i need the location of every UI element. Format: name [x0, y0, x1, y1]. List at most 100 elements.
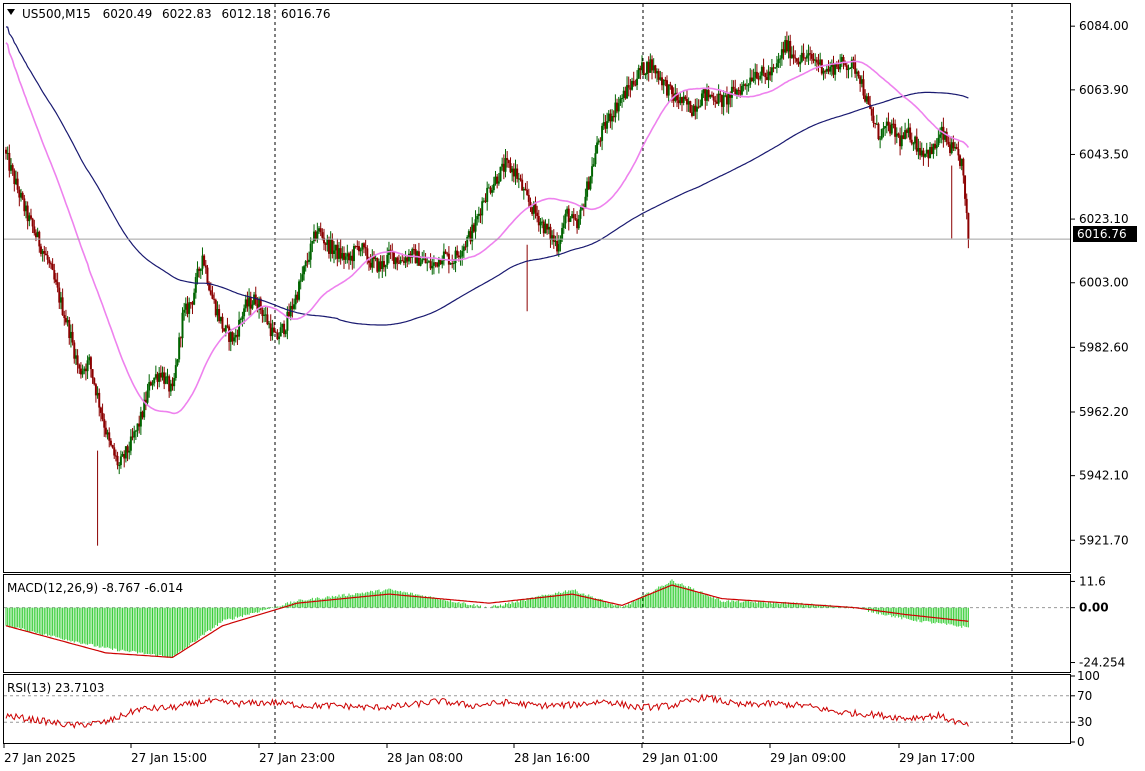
candle-body — [148, 382, 151, 391]
candle-body — [829, 66, 832, 72]
candle-body — [129, 436, 132, 451]
candle-body — [424, 258, 427, 264]
candle-body — [769, 71, 772, 76]
candle-body — [146, 390, 149, 403]
candle-body — [163, 372, 166, 384]
candle-body — [482, 200, 485, 202]
candle-body — [159, 373, 162, 378]
macd-tick-label: -24.254 — [1079, 656, 1125, 670]
candle-body — [224, 325, 227, 332]
candle-body — [321, 232, 324, 238]
candle-body — [920, 150, 923, 156]
candle-body — [584, 196, 587, 209]
candle-body — [228, 326, 231, 342]
candle-body — [171, 383, 174, 387]
candle-body — [176, 359, 179, 366]
candle-body — [411, 249, 414, 258]
candle-body — [865, 96, 868, 102]
candle-body — [5, 149, 7, 154]
candle-body — [945, 131, 948, 142]
candle-body — [825, 68, 828, 72]
candle-body — [214, 299, 217, 316]
candle-body — [904, 130, 907, 139]
candle-body — [249, 297, 252, 309]
candle-body — [216, 309, 219, 316]
candle-body — [392, 252, 395, 265]
candle-body — [734, 88, 737, 95]
candle-body — [168, 376, 171, 392]
candle-body — [589, 176, 592, 190]
candle-body — [770, 67, 773, 76]
candle-body — [804, 57, 807, 59]
candle-body — [357, 246, 360, 252]
candle-body — [544, 223, 547, 234]
candle-body — [880, 128, 883, 139]
candle-body — [263, 314, 266, 316]
candle-body — [229, 332, 232, 342]
candle-body — [940, 126, 943, 135]
candle-body — [344, 256, 347, 260]
candle-body — [374, 258, 377, 260]
candle-body — [587, 181, 590, 190]
candle-body — [318, 228, 321, 232]
candle-body — [559, 238, 562, 245]
candle-body — [694, 105, 697, 112]
candle-body — [744, 84, 747, 86]
candle-body — [700, 93, 703, 106]
candle-body — [457, 255, 460, 258]
candle-body — [887, 121, 890, 126]
candle-body — [36, 231, 39, 238]
candle-body — [113, 447, 116, 456]
candle-body — [366, 248, 369, 261]
candle-body — [8, 152, 11, 171]
candle-body — [189, 302, 192, 304]
candle-body — [166, 376, 169, 378]
candle-body — [932, 143, 935, 154]
candle-body — [819, 59, 822, 65]
candle-body — [154, 374, 157, 378]
candle-body — [637, 68, 640, 79]
candle-body — [354, 246, 357, 248]
candle-body — [959, 155, 962, 166]
candle-body — [689, 101, 692, 113]
candle-body — [894, 123, 897, 137]
candle-body — [334, 244, 337, 251]
candle-body — [421, 259, 424, 263]
symbol-dropdown-icon[interactable] — [7, 9, 15, 15]
candle-body — [937, 137, 940, 146]
candle-body — [516, 168, 519, 179]
candle-body — [298, 281, 301, 300]
candle-body — [935, 145, 938, 149]
candle-body — [764, 72, 767, 78]
candle-body — [690, 112, 693, 116]
candle-body — [96, 392, 99, 396]
candle-body — [123, 454, 126, 459]
candle-body — [477, 213, 480, 217]
candle-body — [347, 253, 350, 261]
candle-body — [406, 257, 409, 262]
candle-body — [266, 314, 269, 325]
candle-body — [519, 178, 522, 180]
macd-tick-label: 11.6 — [1079, 574, 1106, 588]
candle-body — [128, 450, 131, 453]
candle-body — [156, 374, 159, 382]
candle-body — [118, 465, 121, 467]
candle-body — [749, 77, 752, 85]
candle-body — [732, 86, 735, 89]
candle-body — [870, 108, 873, 116]
candle-body — [859, 76, 862, 84]
candle-body — [426, 262, 429, 264]
candle-body — [789, 40, 792, 59]
candle-body — [447, 253, 450, 265]
candle-body — [572, 214, 575, 219]
candle-body — [264, 314, 267, 316]
candle-body — [787, 40, 790, 52]
rsi-line — [5, 693, 969, 729]
candle-body — [241, 316, 244, 319]
candle-body — [371, 256, 374, 268]
candle-body — [239, 318, 242, 320]
candle-body — [311, 240, 314, 244]
candle-body — [26, 205, 29, 222]
candle-body — [512, 168, 515, 177]
